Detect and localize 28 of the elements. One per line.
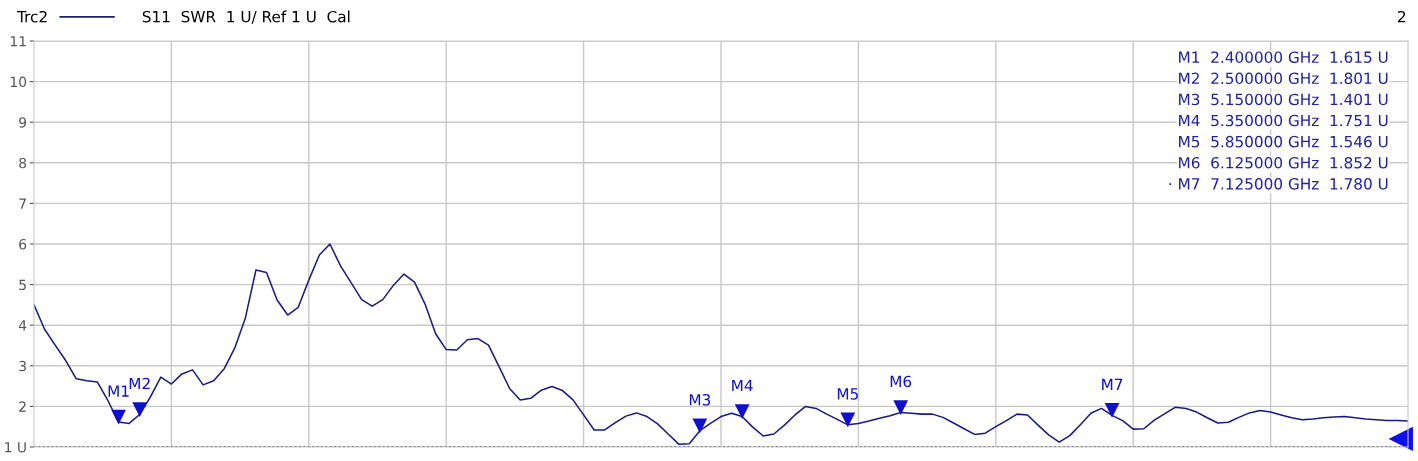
annotation: M2: [129, 377, 150, 390]
annotation: M5 5.850000 GHz 1.546 U: [1179, 135, 1388, 148]
annotation: M3: [689, 393, 711, 406]
y-tick-label: 3: [19, 360, 26, 372]
y-tick-label: 2: [19, 401, 26, 412]
legend-label: Trc2: [16, 10, 47, 23]
y-tick-label: 5: [19, 279, 26, 291]
y-tick-label: 9: [19, 117, 27, 128]
annotation: · M7 7.125000 GHz 1.780 U: [1169, 178, 1388, 190]
chart-title: S11 SWR 1 U/ Ref 1 U Cal: [142, 10, 350, 24]
y-tick-label: 1 U: [5, 442, 26, 453]
annotation: M4: [732, 379, 753, 392]
annotation: M2 2.500000 GHz 1.801 U: [1179, 72, 1388, 85]
y-tick-label: 6: [19, 238, 27, 250]
y-tick-label: 10: [10, 76, 27, 88]
annotation: M3 5.150000 GHz 1.401 U: [1179, 93, 1388, 106]
annotation: M6 6.125000 GHz 1.852 U: [1179, 156, 1388, 169]
y-tick-label: 8: [19, 157, 27, 169]
annotation: M7: [1102, 378, 1123, 390]
text: 2: [1398, 10, 1406, 23]
y-tick-label: 4: [18, 320, 27, 331]
annotation: M5: [837, 388, 858, 400]
annotation: M1: [108, 385, 129, 397]
y-tick-label: 7: [19, 198, 26, 209]
annotation: M4 5.350000 GHz 1.751 U: [1179, 114, 1388, 127]
annotation: M1 2.400000 GHz 1.615 U: [1179, 51, 1388, 63]
annotation: M6: [890, 375, 912, 388]
y-tick-label: 11: [10, 36, 26, 47]
